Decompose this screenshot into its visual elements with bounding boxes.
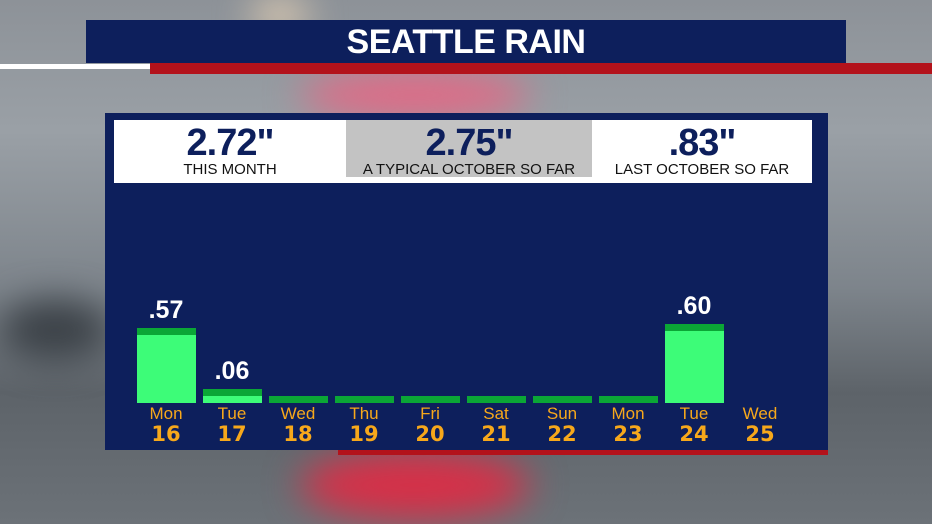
day-of-week-label: Wed — [280, 404, 316, 423]
date-label: 16 — [151, 422, 181, 446]
date-label: 20 — [415, 422, 445, 446]
bar-fill — [136, 334, 196, 403]
red-accent-line — [150, 63, 932, 74]
date-label: 19 — [349, 422, 379, 446]
bar-cap — [202, 388, 262, 396]
stat-value: .83" — [668, 122, 737, 164]
stat-label: A TYPICAL OCTOBER SO FAR — [362, 161, 576, 178]
stat-label: THIS MONTH — [183, 161, 277, 178]
date-label: 24 — [679, 422, 709, 446]
stat-value: 2.75" — [425, 122, 514, 164]
day-of-week-label: Thu — [349, 404, 379, 423]
day-of-week-label: Mon — [149, 404, 183, 423]
stat-last-october: .83" LAST OCTOBER SO FAR — [592, 120, 812, 183]
bar — [466, 396, 526, 403]
bar — [268, 396, 328, 403]
date-label: 22 — [547, 422, 577, 446]
bar — [598, 396, 658, 403]
white-accent-line — [0, 64, 150, 69]
title-bar: SEATTLE RAIN — [86, 20, 846, 63]
date-label: 18 — [283, 422, 313, 446]
date-label: 17 — [217, 422, 247, 446]
stat-typical-october: 2.75" A TYPICAL OCTOBER SO FAR — [346, 120, 592, 178]
date-label: 25 — [745, 422, 775, 446]
bar-cap — [532, 396, 592, 403]
bar — [136, 327, 196, 403]
stat-label: LAST OCTOBER SO FAR — [614, 161, 790, 178]
stats-box: 2.72" THIS MONTH 2.75" A TYPICAL OCTOBER… — [114, 120, 812, 183]
bar-cap — [466, 396, 526, 403]
bar-cap — [664, 324, 724, 331]
bar-cap — [268, 396, 328, 403]
bar — [532, 396, 592, 403]
bar-fill — [664, 331, 724, 403]
day-of-week-label: Fri — [420, 404, 440, 423]
bar-cap — [400, 396, 460, 403]
bar-fill — [202, 395, 262, 403]
data-label: .57 — [148, 295, 184, 324]
bar — [202, 388, 262, 403]
stat-value: 2.72" — [186, 122, 275, 164]
date-label: 23 — [613, 422, 643, 446]
bar-cap — [598, 396, 658, 403]
background-blur — [0, 300, 110, 360]
bar-cap — [136, 327, 196, 335]
day-of-week-label: Tue — [217, 404, 247, 423]
chart-panel: 2.72" THIS MONTH 2.75" A TYPICAL OCTOBER… — [105, 113, 828, 450]
background-blur — [300, 450, 530, 520]
day-of-week-label: Sat — [483, 404, 509, 423]
day-of-week-label: Mon — [611, 404, 645, 423]
day-of-week-label: Wed — [742, 404, 778, 423]
date-label: 21 — [481, 422, 511, 446]
bar — [400, 396, 460, 403]
data-label: .06 — [214, 356, 250, 385]
bar — [664, 324, 724, 403]
background-blur — [300, 70, 530, 120]
day-of-week-label: Tue — [679, 404, 709, 423]
day-of-week-label: Sun — [546, 404, 578, 423]
red-accent-line — [338, 450, 828, 455]
data-label: .60 — [676, 292, 712, 320]
bar — [334, 396, 394, 403]
bar-cap — [334, 396, 394, 403]
stat-this-month: 2.72" THIS MONTH — [114, 120, 346, 183]
